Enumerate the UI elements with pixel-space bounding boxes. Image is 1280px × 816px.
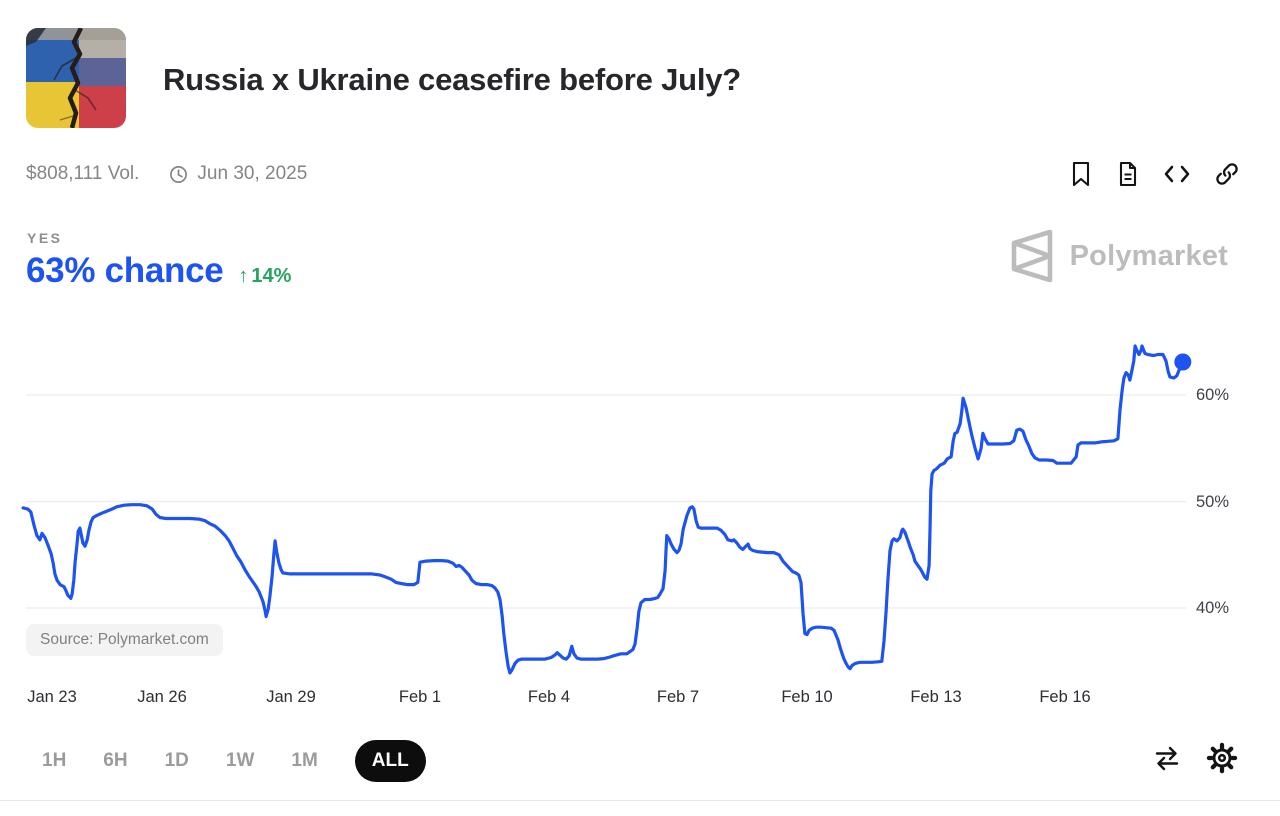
range-button-6h[interactable]: 6H (103, 750, 128, 771)
range-button-1d[interactable]: 1D (164, 750, 189, 771)
chance-change: ↑ 14% (238, 265, 291, 288)
range-button-1w[interactable]: 1W (225, 750, 255, 771)
settings-gear-icon[interactable] (1206, 742, 1238, 779)
chance-change-value: 14% (251, 265, 292, 287)
market-meta-row: $808,111 Vol. Jun 30, 2025 (26, 163, 307, 185)
x-axis-tick: Jan 29 (266, 688, 316, 706)
chance-row: 63% chance ↑ 14% (26, 251, 291, 291)
x-axis-tick: Feb 4 (527, 688, 571, 706)
polymarket-wordmark: Polymarket (1069, 239, 1228, 272)
end-date-group: Jun 30, 2025 (169, 163, 307, 185)
x-axis-tick: Jan 26 (137, 688, 187, 706)
bookmark-icon[interactable] (1069, 161, 1093, 187)
range-button-all[interactable]: ALL (354, 740, 426, 782)
x-axis-tick: Feb 1 (398, 688, 442, 706)
up-arrow-icon: ↑ (238, 265, 249, 287)
y-axis-tick: 40% (1196, 599, 1230, 617)
outcome-label: YES (27, 230, 63, 246)
price-chart[interactable]: 40% 50% 60% (0, 330, 1280, 688)
x-axis-tick: Feb 7 (656, 688, 700, 706)
x-axis-tick: Jan 23 (27, 688, 77, 706)
swap-arrows-icon[interactable] (1152, 744, 1182, 777)
page-title: Russia x Ukraine ceasefire before July? (163, 62, 742, 97)
embed-code-icon[interactable] (1163, 162, 1191, 186)
range-button-1m[interactable]: 1M (291, 750, 318, 771)
volume-text: $808,111 Vol. (26, 163, 140, 184)
source-badge: Source: Polymarket.com (26, 624, 223, 656)
market-image (26, 28, 126, 128)
flags-crack-image (26, 28, 126, 128)
document-icon[interactable] (1116, 161, 1140, 187)
y-axis-tick: 60% (1196, 386, 1230, 404)
copy-link-icon[interactable] (1214, 161, 1240, 187)
clock-icon (170, 165, 188, 183)
header-actions (1069, 161, 1240, 187)
polymarket-logo-icon (1011, 229, 1052, 283)
x-axis-tick: Feb 13 (910, 688, 962, 706)
polymarket-watermark: Polymarket (1004, 228, 1228, 284)
x-axis-tick: Feb 10 (781, 688, 833, 706)
price-line (21, 344, 1185, 675)
time-range-selector: 1H 6H 1D 1W 1M ALL (42, 740, 426, 782)
bottom-divider (0, 800, 1280, 801)
y-axis-tick: 50% (1196, 492, 1230, 511)
price-chart-svg (21, 344, 1192, 675)
end-date-text: Jun 30, 2025 (197, 163, 308, 184)
x-axis-tick: Feb 16 (1039, 688, 1091, 706)
chart-controls (1152, 742, 1238, 779)
range-button-1h[interactable]: 1H (42, 750, 67, 771)
chance-value: 63% chance (26, 251, 224, 290)
x-axis-labels: Jan 23 Jan 26 Jan 29 Feb 1 Feb 4 Feb 7 Feb 10 F… (0, 688, 1280, 712)
latest-price-dot (1174, 353, 1192, 371)
